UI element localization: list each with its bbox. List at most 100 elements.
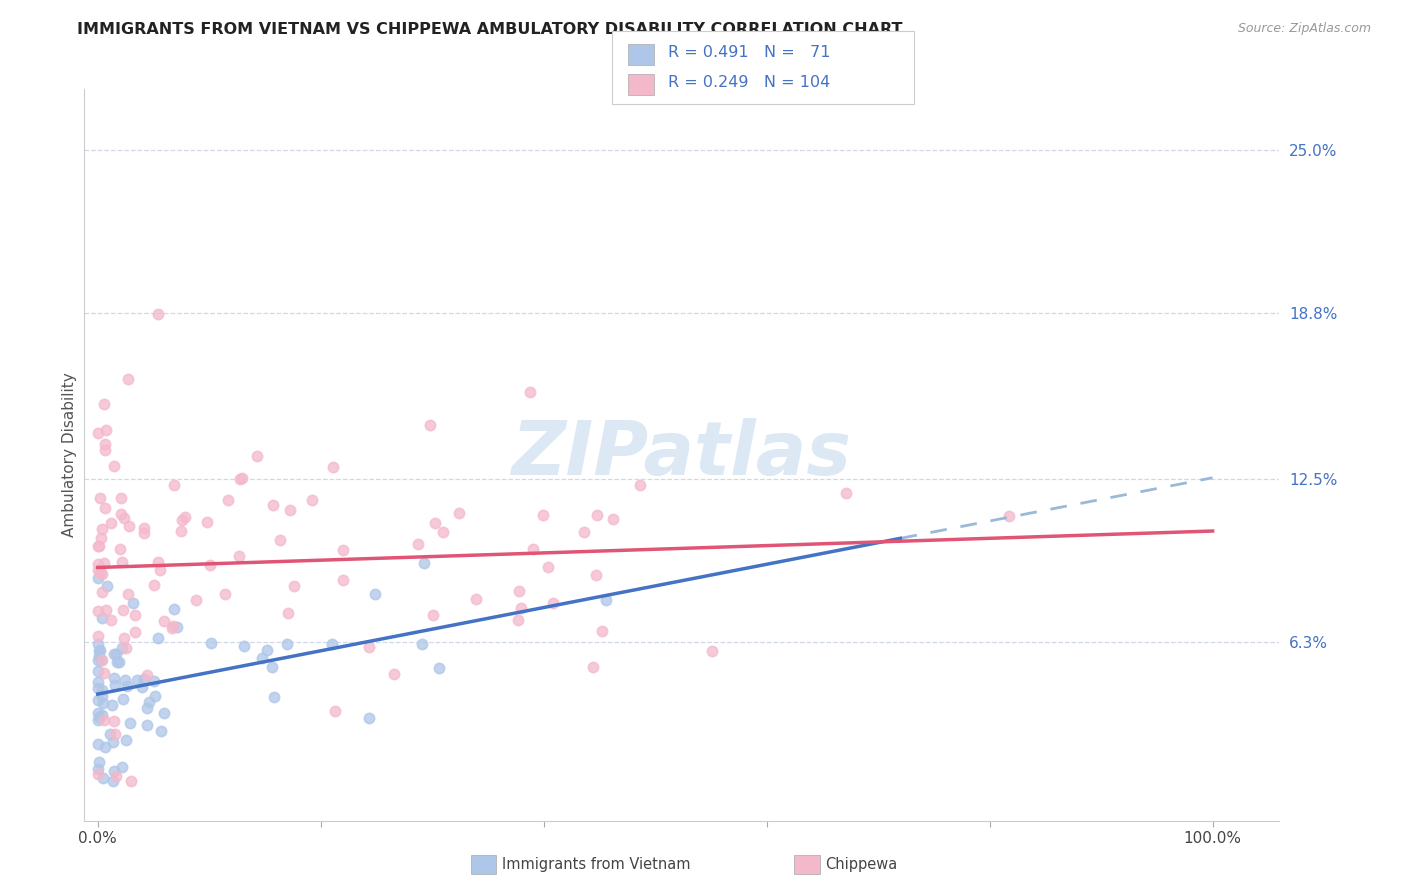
Point [321, 637, 343, 651]
Point [422, 607, 444, 622]
Point [323, 705, 346, 719]
Point [160, 621, 183, 635]
Point [90, 522, 112, 536]
Point [91, 689, 114, 703]
Point [89, 653, 111, 667]
Point [363, 587, 385, 601]
Point [132, 525, 155, 540]
Point [93, 696, 115, 710]
Point [87, 762, 110, 776]
Text: Source: ZipAtlas.com: Source: ZipAtlas.com [1237, 22, 1371, 36]
Point [166, 620, 188, 634]
Point [93, 713, 115, 727]
Point [93, 556, 115, 570]
Point [447, 506, 470, 520]
Point [198, 558, 221, 573]
Point [301, 493, 323, 508]
Point [277, 606, 299, 620]
Point [117, 587, 139, 601]
Point [111, 603, 134, 617]
Point [142, 673, 165, 688]
Point [263, 690, 285, 704]
Point [112, 510, 135, 524]
Point [103, 714, 125, 728]
Point [114, 673, 136, 688]
Point [146, 631, 169, 645]
Point [138, 695, 160, 709]
Point [120, 715, 142, 730]
Point [87, 710, 110, 724]
Point [581, 660, 603, 674]
Point [262, 659, 284, 673]
Point [117, 679, 139, 693]
Point [186, 592, 208, 607]
Point [146, 307, 169, 321]
Point [87, 737, 110, 751]
Point [834, 486, 856, 500]
Point [91, 707, 114, 722]
Point [508, 614, 530, 628]
Point [87, 713, 110, 727]
Point [229, 472, 252, 486]
Point [148, 555, 170, 569]
Point [427, 661, 450, 675]
Point [602, 511, 624, 525]
Point [162, 618, 184, 632]
Point [149, 723, 172, 738]
Point [359, 640, 381, 655]
Point [122, 596, 145, 610]
Point [110, 491, 132, 505]
Point [412, 557, 434, 571]
Point [152, 706, 174, 721]
Point [87, 664, 110, 678]
Text: IMMIGRANTS FROM VIETNAM VS CHIPPEWA AMBULATORY DISABILITY CORRELATION CHART: IMMIGRANTS FROM VIETNAM VS CHIPPEWA AMBU… [77, 22, 903, 37]
Point [142, 578, 165, 592]
Point [278, 503, 301, 517]
Point [200, 636, 222, 650]
Y-axis label: Ambulatory Disability: Ambulatory Disability [62, 373, 77, 537]
Point [464, 592, 486, 607]
Point [87, 629, 110, 643]
Point [112, 692, 135, 706]
Point [246, 450, 269, 464]
Point [233, 639, 256, 653]
Point [87, 563, 110, 577]
Point [332, 574, 354, 588]
Point [87, 755, 110, 769]
Point [432, 525, 454, 540]
Point [149, 563, 172, 577]
Point [89, 643, 111, 657]
Point [111, 760, 134, 774]
Point [87, 571, 110, 585]
Point [93, 501, 115, 516]
Point [87, 648, 110, 663]
Point [101, 698, 124, 712]
Text: R = 0.249   N = 104: R = 0.249 N = 104 [668, 76, 830, 90]
Point [111, 555, 134, 569]
Point [170, 513, 193, 527]
Point [214, 587, 236, 601]
Point [163, 478, 186, 492]
Point [87, 637, 110, 651]
Text: ZIPatlas: ZIPatlas [512, 418, 852, 491]
Point [105, 655, 128, 669]
Point [170, 524, 193, 539]
Point [120, 774, 142, 789]
Point [533, 508, 555, 522]
Point [103, 458, 125, 473]
Point [103, 647, 125, 661]
Point [143, 690, 166, 704]
Point [100, 516, 122, 530]
Point [93, 739, 115, 754]
Point [105, 769, 128, 783]
Point [382, 667, 405, 681]
Point [510, 600, 533, 615]
Point [91, 610, 114, 624]
Point [332, 542, 354, 557]
Point [87, 693, 110, 707]
Point [87, 653, 110, 667]
Text: Immigrants from Vietnam: Immigrants from Vietnam [502, 857, 690, 871]
Point [104, 647, 127, 661]
Point [411, 637, 433, 651]
Point [217, 493, 239, 508]
